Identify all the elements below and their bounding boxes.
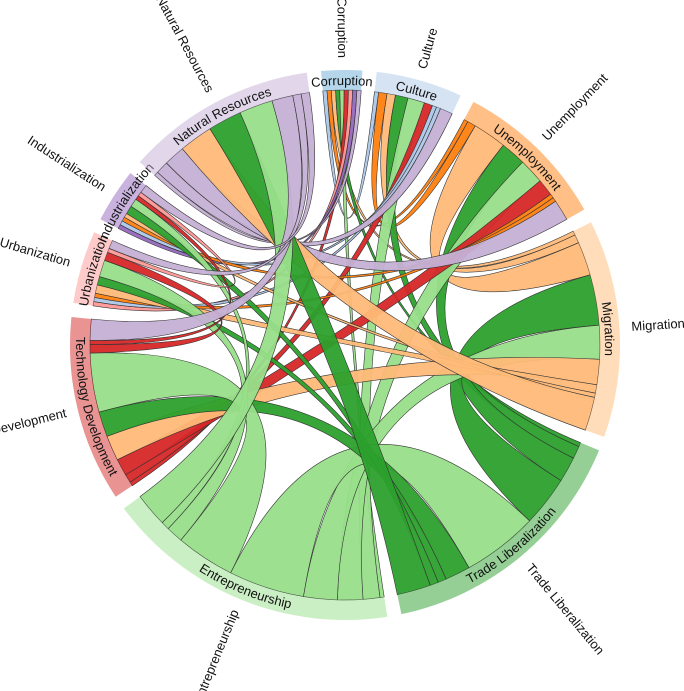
group-outer-label: Urbanization: [0, 234, 72, 269]
group-inner-label: Corruption: [310, 73, 373, 90]
group-outer-label: Unemployment: [539, 70, 611, 143]
group-arc: [321, 69, 363, 91]
group-arc: [573, 222, 620, 437]
group-inner-label: Migration: [599, 301, 617, 356]
group-outer-label: Culture: [415, 26, 441, 70]
group-arc: [397, 442, 600, 615]
group-outer-label: Technology Development: [0, 405, 68, 454]
group-inner-label-text: Migration: [599, 301, 617, 356]
ribbon: [89, 195, 232, 345]
group-outer-label: Entrepreneurship: [190, 607, 242, 691]
group-arc: [139, 72, 310, 176]
group-outer-label: Trade Liberalization: [523, 560, 607, 657]
group-outer-label: Migration: [631, 316, 684, 334]
ribbon: [157, 108, 453, 247]
group-arc: [123, 496, 388, 620]
group-arc: [73, 232, 113, 306]
group-inner-label-text: Corruption: [310, 73, 373, 90]
group-arc: [69, 316, 133, 497]
ribbons: [89, 89, 601, 601]
group-outer-label: Natural Resources: [153, 0, 217, 95]
ribbon: [89, 251, 223, 354]
group-outer-label: Corruption: [334, 0, 350, 58]
ribbon: [89, 352, 267, 574]
ribbon: [165, 148, 568, 271]
group-arc: [464, 101, 585, 220]
group-arc: [100, 173, 147, 229]
ribbon: [89, 95, 302, 341]
group-arc: [374, 71, 461, 114]
group-outer-label: Industrialization: [25, 132, 109, 194]
ribbon: [107, 191, 236, 288]
ribbon: [181, 128, 595, 431]
